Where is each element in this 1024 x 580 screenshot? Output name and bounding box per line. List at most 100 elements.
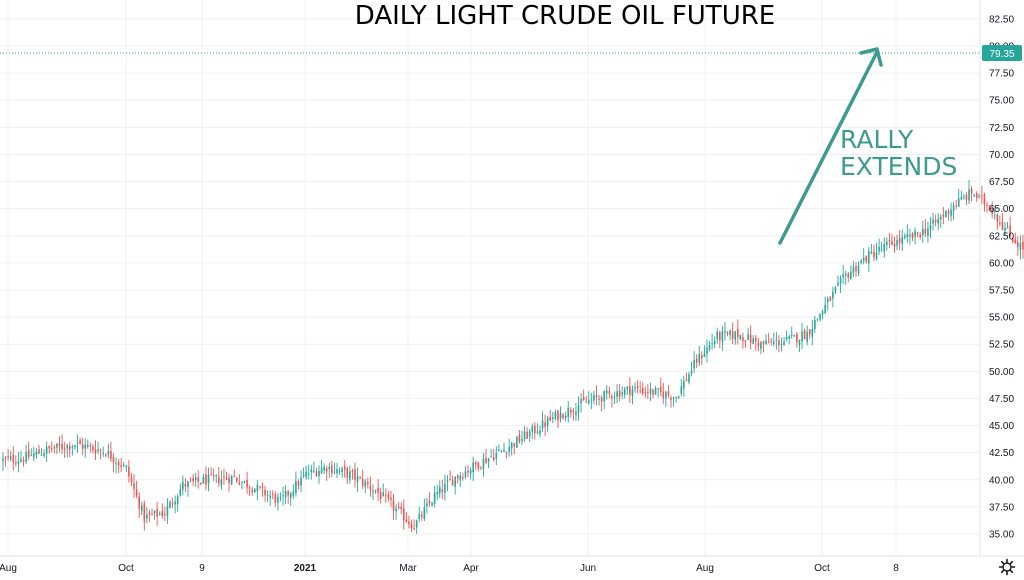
candle bbox=[888, 233, 891, 249]
candle bbox=[1017, 236, 1019, 256]
candle bbox=[870, 244, 873, 255]
candle bbox=[942, 206, 945, 225]
candle bbox=[593, 390, 595, 405]
candle bbox=[924, 219, 927, 238]
candle bbox=[765, 334, 767, 345]
candle bbox=[963, 194, 965, 200]
candle bbox=[832, 286, 834, 308]
y-tick-label: 40.00 bbox=[989, 475, 1014, 486]
candle bbox=[570, 407, 572, 418]
candle bbox=[438, 480, 441, 499]
y-tick-label: 35.00 bbox=[989, 530, 1014, 541]
candle bbox=[683, 375, 685, 397]
candle bbox=[932, 212, 934, 231]
candle bbox=[487, 457, 490, 469]
candle bbox=[151, 508, 153, 516]
candle bbox=[248, 485, 251, 497]
candle bbox=[554, 409, 557, 421]
candle bbox=[253, 488, 256, 493]
candle bbox=[94, 440, 97, 461]
candle bbox=[790, 326, 793, 339]
candle bbox=[667, 384, 670, 398]
candle bbox=[803, 328, 806, 340]
candle bbox=[395, 504, 397, 520]
candle bbox=[991, 201, 993, 219]
candle bbox=[562, 412, 564, 420]
candle bbox=[320, 460, 323, 474]
candle bbox=[821, 309, 824, 320]
candle bbox=[104, 453, 107, 458]
candle bbox=[58, 436, 61, 453]
candle bbox=[215, 474, 218, 483]
candle bbox=[48, 445, 51, 454]
candle bbox=[883, 237, 886, 258]
candle bbox=[647, 384, 649, 400]
candle bbox=[89, 442, 92, 453]
candle bbox=[1011, 236, 1014, 244]
candle bbox=[734, 330, 737, 345]
candle bbox=[713, 336, 716, 349]
candle bbox=[223, 468, 225, 485]
candle bbox=[343, 460, 346, 478]
candle bbox=[521, 430, 523, 446]
candle bbox=[716, 327, 719, 344]
y-axis-ticks: 35.00 37.50 40.00 42.50 45.00 47.50 50.00 52.50… bbox=[989, 14, 1014, 540]
candle bbox=[246, 471, 248, 494]
candle bbox=[171, 497, 174, 509]
y-tick-label: 45.00 bbox=[989, 421, 1014, 432]
candle bbox=[472, 456, 474, 482]
candle bbox=[405, 511, 408, 523]
candle bbox=[760, 340, 762, 355]
candle bbox=[323, 463, 325, 475]
candle bbox=[261, 482, 264, 497]
candle bbox=[420, 511, 423, 521]
candle bbox=[826, 296, 829, 311]
candle bbox=[860, 258, 862, 265]
annotation-line-1: RALLY bbox=[840, 125, 914, 154]
candle bbox=[721, 325, 724, 351]
candle bbox=[629, 377, 631, 403]
candle bbox=[744, 340, 747, 348]
candle bbox=[783, 336, 785, 346]
candle bbox=[975, 191, 978, 202]
candle bbox=[623, 386, 626, 399]
candle bbox=[652, 388, 654, 399]
candle bbox=[241, 481, 243, 490]
grid-lines bbox=[0, 0, 980, 556]
candle bbox=[423, 498, 426, 522]
candle bbox=[934, 214, 937, 227]
candle bbox=[590, 392, 593, 409]
candle bbox=[218, 466, 220, 487]
candle bbox=[785, 330, 788, 342]
y-tick-label: 47.50 bbox=[989, 394, 1014, 405]
candle bbox=[385, 488, 387, 503]
candle bbox=[981, 185, 983, 205]
last-price-label: 79.35 bbox=[989, 49, 1014, 60]
candle bbox=[662, 382, 665, 404]
candle bbox=[45, 441, 48, 462]
candle bbox=[742, 333, 744, 349]
candle bbox=[431, 501, 433, 507]
candle bbox=[600, 395, 603, 412]
candle bbox=[688, 371, 690, 385]
candle bbox=[544, 414, 546, 437]
candle bbox=[549, 410, 552, 421]
candle bbox=[120, 457, 122, 473]
candle bbox=[510, 441, 513, 456]
candle bbox=[15, 455, 17, 467]
candle bbox=[914, 227, 916, 245]
candle bbox=[752, 335, 755, 345]
candle bbox=[634, 382, 636, 393]
gear-icon[interactable] bbox=[996, 556, 1018, 578]
candle bbox=[128, 459, 130, 483]
candle bbox=[490, 449, 492, 458]
candle bbox=[575, 402, 577, 422]
candle bbox=[179, 483, 182, 497]
x-tick-label: Mar bbox=[399, 563, 417, 574]
candle bbox=[25, 444, 27, 465]
candle bbox=[873, 244, 875, 262]
candle bbox=[200, 482, 202, 486]
x-tick-label: Jun bbox=[580, 563, 596, 574]
candle bbox=[631, 385, 634, 405]
candle bbox=[7, 449, 9, 461]
